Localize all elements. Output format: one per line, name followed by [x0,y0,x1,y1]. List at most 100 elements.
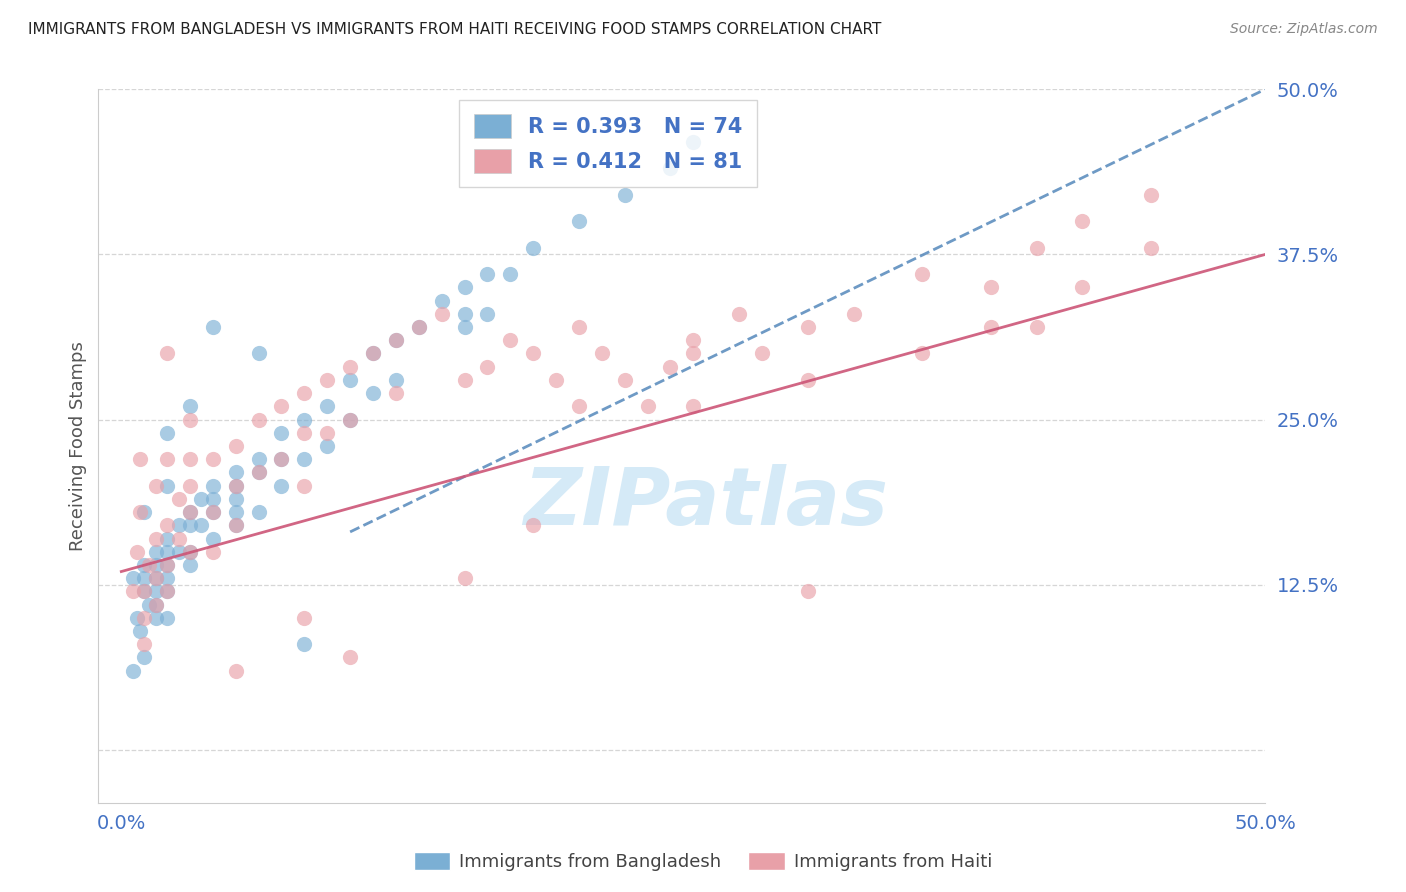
Point [1071,214,1094,228]
Point [225,491,247,506]
Point [156,558,179,572]
Point [477,307,499,321]
Point [453,320,475,334]
Point [121,571,143,585]
Point [842,307,865,321]
Point [477,267,499,281]
Point [522,518,544,533]
Point [682,333,704,347]
Point [361,346,384,360]
Point [190,518,212,533]
Point [430,307,453,321]
Point [201,505,224,519]
Point [179,558,201,572]
Point [797,584,820,599]
Point [270,425,292,440]
Point [156,532,179,546]
Point [270,478,292,492]
Point [339,412,361,426]
Point [1025,241,1047,255]
Point [682,135,704,149]
Point [453,571,475,585]
Point [225,466,247,480]
Point [453,373,475,387]
Y-axis label: Receiving Food Stamps: Receiving Food Stamps [69,341,87,551]
Point [225,664,247,678]
Point [145,598,167,612]
Point [201,545,224,559]
Point [121,584,143,599]
Point [591,346,613,360]
Point [134,611,156,625]
Point [179,412,201,426]
Point [385,373,408,387]
Point [292,637,315,651]
Point [453,280,475,294]
Point [225,478,247,492]
Point [145,558,167,572]
Point [134,505,156,519]
Point [145,598,167,612]
Point [179,545,201,559]
Point [751,346,773,360]
Point [225,518,247,533]
Point [167,491,190,506]
Point [145,584,167,599]
Point [980,320,1002,334]
Point [292,386,315,401]
Point [247,466,270,480]
Point [156,478,179,492]
Point [201,320,224,334]
Point [568,214,591,228]
Point [568,320,591,334]
Point [134,637,156,651]
Point [128,624,150,638]
Point [682,346,704,360]
Point [1071,280,1094,294]
Point [292,611,315,625]
Point [544,373,567,387]
Point [156,425,179,440]
Point [201,452,224,467]
Point [797,320,820,334]
Point [339,359,361,374]
Point [1025,320,1047,334]
Point [145,571,167,585]
Point [225,518,247,533]
Text: Source: ZipAtlas.com: Source: ZipAtlas.com [1230,22,1378,37]
Point [339,650,361,665]
Point [728,307,751,321]
Point [316,425,339,440]
Point [408,320,430,334]
Point [121,664,143,678]
Point [225,439,247,453]
Point [911,267,934,281]
Point [385,386,408,401]
Point [179,545,201,559]
Point [134,571,156,585]
Point [522,241,544,255]
Point [361,346,384,360]
Point [292,478,315,492]
Point [201,491,224,506]
Point [385,333,408,347]
Point [430,293,453,308]
Point [179,505,201,519]
Point [145,571,167,585]
Point [247,346,270,360]
Point [138,558,160,572]
Point [145,532,167,546]
Point [225,505,247,519]
Point [179,452,201,467]
Point [156,584,179,599]
Point [316,439,339,453]
Legend: Immigrants from Bangladesh, Immigrants from Haiti: Immigrants from Bangladesh, Immigrants f… [406,845,1000,879]
Point [156,518,179,533]
Point [156,571,179,585]
Point [659,161,682,176]
Point [156,452,179,467]
Point [408,320,430,334]
Point [156,584,179,599]
Point [613,373,636,387]
Point [637,400,659,414]
